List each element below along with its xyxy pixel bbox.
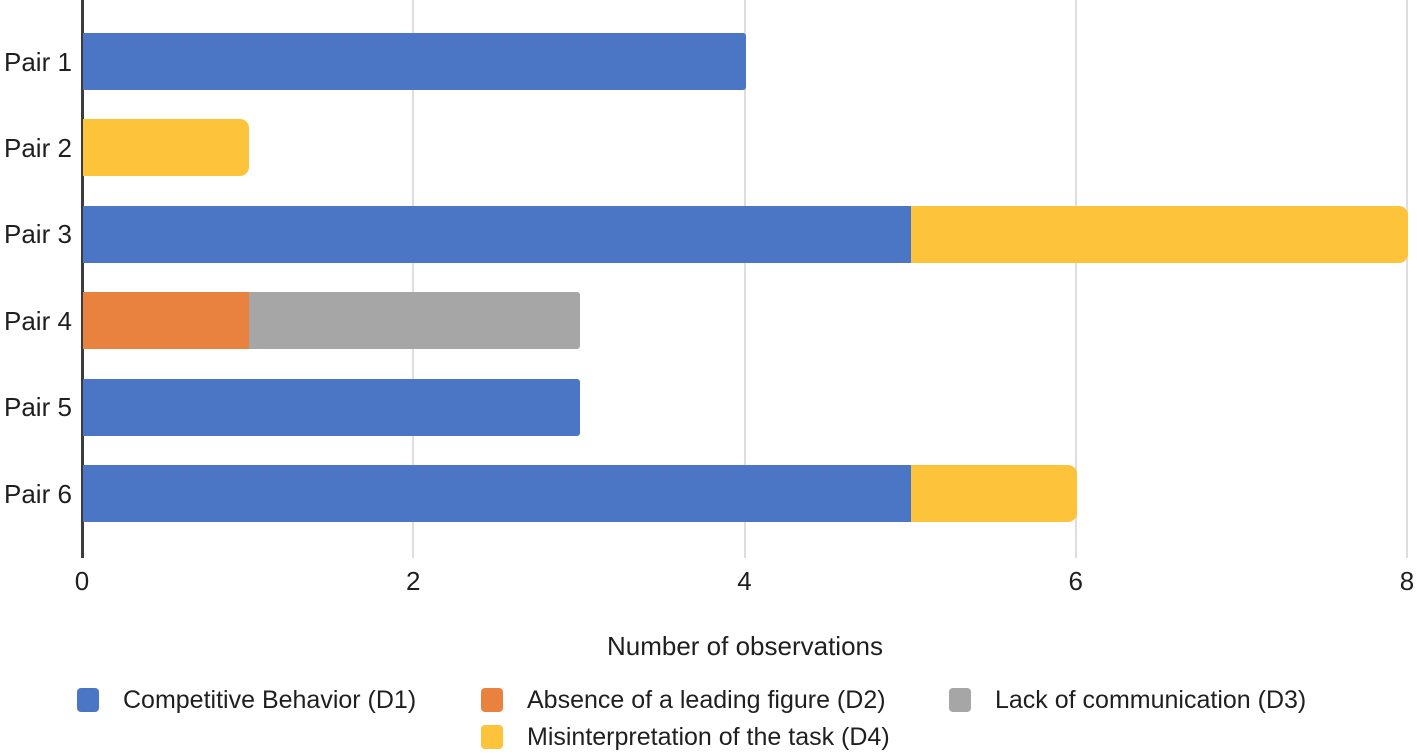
legend-item: Competitive Behavior (D1) [77, 685, 417, 714]
legend-swatch-gray [949, 688, 971, 712]
gridline [743, 0, 746, 558]
bar-segment [83, 378, 580, 436]
category-label: Pair 3 [4, 219, 72, 250]
category-label: Pair 6 [4, 478, 72, 509]
bar-segment [83, 33, 746, 90]
gridline [412, 0, 415, 558]
bar-segment [83, 465, 912, 522]
legend-swatch-yellow [481, 725, 503, 749]
bar-segment [83, 119, 249, 177]
plot-area [81, 0, 1408, 558]
category-label: Pair 1 [4, 46, 72, 77]
tick-label: 4 [737, 566, 752, 596]
gridline [1074, 0, 1077, 558]
legend-label: Misinterpretation of the task (D4) [527, 722, 890, 751]
bar-row [83, 33, 746, 90]
category-label: Pair 4 [4, 305, 72, 336]
tick-label: 6 [1068, 566, 1083, 596]
legend-swatch-blue [77, 688, 99, 712]
legend-item: Absence of a leading figure (D2) [481, 685, 886, 714]
legend-swatch-orange [481, 688, 503, 712]
tick-label: 2 [406, 566, 421, 596]
legend-label: Absence of a leading figure (D2) [527, 685, 886, 714]
bar-row [83, 465, 1077, 522]
tick-label: 8 [1399, 566, 1415, 596]
legend-label: Competitive Behavior (D1) [123, 685, 417, 714]
bar-row [83, 292, 580, 350]
category-label: Pair 5 [4, 392, 72, 423]
bar-row [83, 119, 249, 177]
tick-label: 0 [74, 566, 90, 596]
legend-item: Lack of communication (D3) [949, 685, 1307, 714]
bar-row [83, 378, 580, 436]
legend-label: Lack of communication (D3) [995, 685, 1307, 714]
x-axis-title: Number of observations [606, 631, 884, 661]
bar-segment [83, 205, 912, 263]
bar-segment [911, 205, 1408, 263]
gridline [1406, 0, 1408, 558]
bar-segment [83, 292, 249, 350]
category-label: Pair 2 [4, 132, 72, 163]
bar-segment [248, 292, 580, 350]
legend-item: Misinterpretation of the task (D4) [481, 722, 890, 751]
y-axis-line [81, 0, 84, 558]
bar-row [83, 205, 1408, 263]
bar-segment [911, 465, 1077, 522]
